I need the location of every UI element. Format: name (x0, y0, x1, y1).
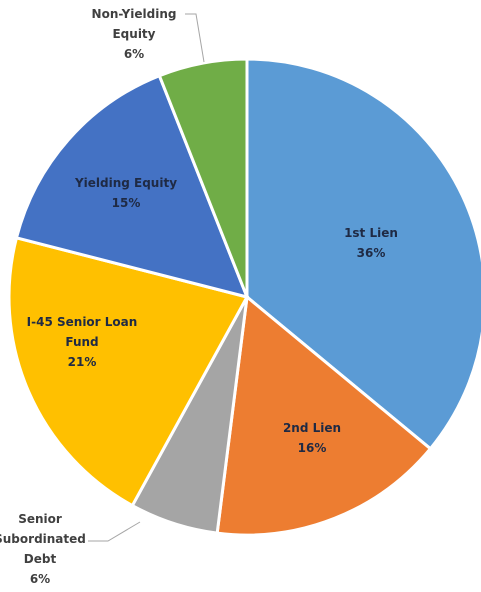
leader-line-6 (185, 13, 205, 63)
slice-label-2: 2nd Lien 16% (283, 421, 341, 455)
slice-name-line: Debt (24, 552, 57, 566)
slice-name-line: 1st Lien (344, 226, 398, 240)
slice-label-5: Yielding Equity 15% (74, 176, 177, 210)
slice-percent-5: 15% (112, 196, 141, 210)
slice-percent-1: 36% (357, 246, 386, 260)
slice-percent-6: 6% (124, 47, 144, 61)
slice-name-line: Senior (18, 512, 62, 526)
slice-label-4: I-45 Senior Loan Fund 21% (27, 315, 138, 369)
slice-name-line: Subordinated (0, 532, 86, 546)
pie-slice-6 (157, 57, 249, 298)
slice-label-1: 1st Lien 36% (344, 226, 398, 260)
pie-slice-2 (215, 294, 433, 537)
slice-name-line: I-45 Senior Loan (27, 315, 138, 329)
slice-percent-2: 16% (298, 441, 327, 455)
slice-percent-4: 21% (68, 355, 97, 369)
slice-name-line: Yielding Equity (74, 176, 177, 190)
pie-slice-1 (245, 57, 481, 451)
slice-label-6: Non-Yielding Equity 6% (92, 7, 177, 61)
pie-slice-5 (14, 73, 250, 300)
slice-name-line: Fund (65, 335, 98, 349)
slice-label-3: Senior Subordinated Debt 6% (0, 512, 86, 586)
slice-percent-3: 6% (30, 572, 50, 586)
slice-name-line: Equity (112, 27, 155, 41)
pie-slice-4 (7, 235, 250, 508)
leader-line-3 (88, 521, 141, 542)
slice-name-line: Non-Yielding (92, 7, 177, 21)
slice-name-line: 2nd Lien (283, 421, 341, 435)
